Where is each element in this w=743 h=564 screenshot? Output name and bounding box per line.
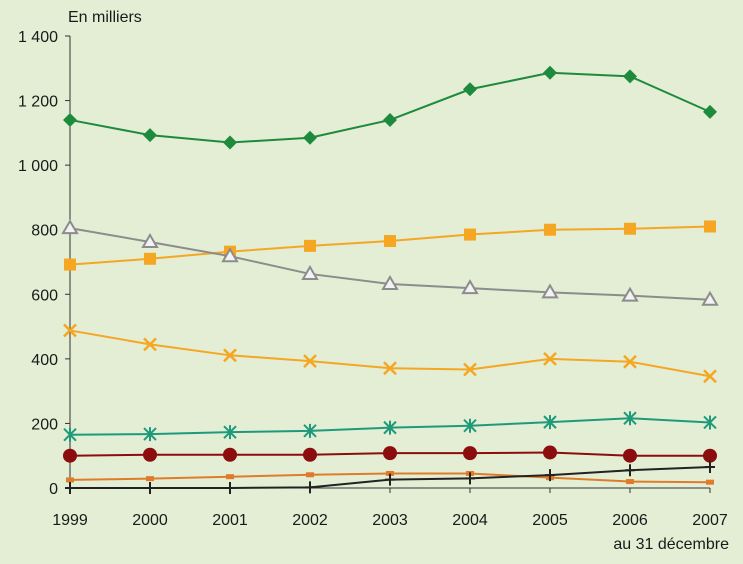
data-point: [386, 470, 394, 476]
y-tick-label: 1 200: [18, 94, 58, 111]
data-point: [701, 290, 719, 306]
data-point: [384, 235, 396, 248]
x-tick-label: 2002: [292, 512, 328, 529]
data-point: [463, 418, 477, 433]
data-point: [541, 283, 559, 299]
data-point: [381, 274, 399, 290]
data-point: [143, 427, 157, 442]
series-line: [69, 71, 711, 144]
data-point: [63, 448, 77, 463]
data-point: [143, 128, 157, 143]
data-point: [303, 130, 317, 145]
series-5: [63, 411, 717, 442]
data-point: [385, 473, 395, 486]
data-point: [63, 427, 77, 442]
data-point: [303, 354, 317, 369]
y-tick-label: 0: [49, 481, 58, 498]
data-point: [146, 476, 154, 482]
y-tick-label: 1 400: [18, 29, 58, 46]
data-point: [706, 479, 714, 485]
data-point: [625, 464, 635, 477]
data-point: [463, 446, 477, 461]
data-point: [703, 415, 717, 430]
y-tick-label: 200: [31, 416, 58, 433]
data-point: [703, 369, 717, 384]
data-point: [461, 279, 479, 295]
data-point: [463, 362, 477, 377]
x-tick-label: 2001: [212, 512, 248, 529]
data-point: [303, 423, 317, 438]
y-tick-label: 600: [31, 287, 58, 304]
series-1: [63, 65, 717, 150]
data-point: [301, 264, 319, 280]
data-point: [623, 354, 637, 369]
data-point: [705, 461, 715, 474]
data-point: [144, 252, 156, 265]
data-point: [65, 482, 75, 494]
data-point: [304, 239, 316, 252]
data-point: [305, 481, 315, 494]
data-point: [143, 337, 157, 352]
data-point: [465, 472, 475, 485]
data-point: [383, 112, 397, 127]
data-point: [63, 112, 77, 127]
data-point: [463, 82, 477, 97]
data-point: [223, 348, 237, 363]
x-tick-label: 2005: [532, 512, 568, 529]
data-point: [383, 446, 397, 461]
y-tick-label: 1 000: [18, 158, 58, 175]
data-point: [143, 447, 157, 462]
data-point: [623, 69, 637, 84]
x-tick-label: 2006: [612, 512, 648, 529]
data-point: [703, 448, 717, 463]
data-point: [543, 351, 557, 366]
data-point: [306, 472, 314, 478]
data-point: [544, 223, 556, 236]
data-point: [545, 469, 555, 482]
x-tick-label: 1999: [52, 512, 88, 529]
data-point: [543, 65, 557, 80]
data-point: [141, 232, 159, 248]
data-point: [64, 258, 76, 271]
data-point: [623, 448, 637, 463]
data-point: [221, 247, 239, 263]
data-point: [223, 425, 237, 440]
data-point: [225, 482, 235, 494]
y-tick-label: 400: [31, 352, 58, 369]
series-2: [64, 220, 716, 271]
data-point: [63, 323, 77, 338]
x-tick-label: 2007: [692, 512, 728, 529]
data-point: [61, 219, 79, 235]
x-tick-label: 2004: [452, 512, 488, 529]
data-point: [624, 222, 636, 235]
data-point: [621, 286, 639, 302]
data-point: [383, 420, 397, 435]
data-point: [66, 477, 74, 483]
data-point: [543, 415, 557, 430]
data-point: [226, 474, 234, 480]
x-tick-label: 2003: [372, 512, 408, 529]
y-axis-unit-label: En milliers: [68, 9, 142, 26]
data-point: [223, 447, 237, 462]
data-point: [464, 228, 476, 241]
series-3: [61, 219, 719, 306]
data-point: [704, 220, 716, 233]
series-8: [65, 461, 715, 494]
data-point: [223, 135, 237, 150]
x-tick-label: 2000: [132, 512, 168, 529]
series-4: [63, 323, 717, 384]
y-tick-label: 800: [31, 223, 58, 240]
data-point: [145, 482, 155, 494]
data-point: [303, 447, 317, 462]
data-point: [626, 479, 634, 485]
data-point: [383, 361, 397, 376]
data-point: [543, 445, 557, 460]
series-6: [63, 445, 717, 463]
data-point: [623, 411, 637, 426]
data-point: [703, 104, 717, 119]
x-axis-note-label: au 31 décembre: [613, 536, 729, 553]
